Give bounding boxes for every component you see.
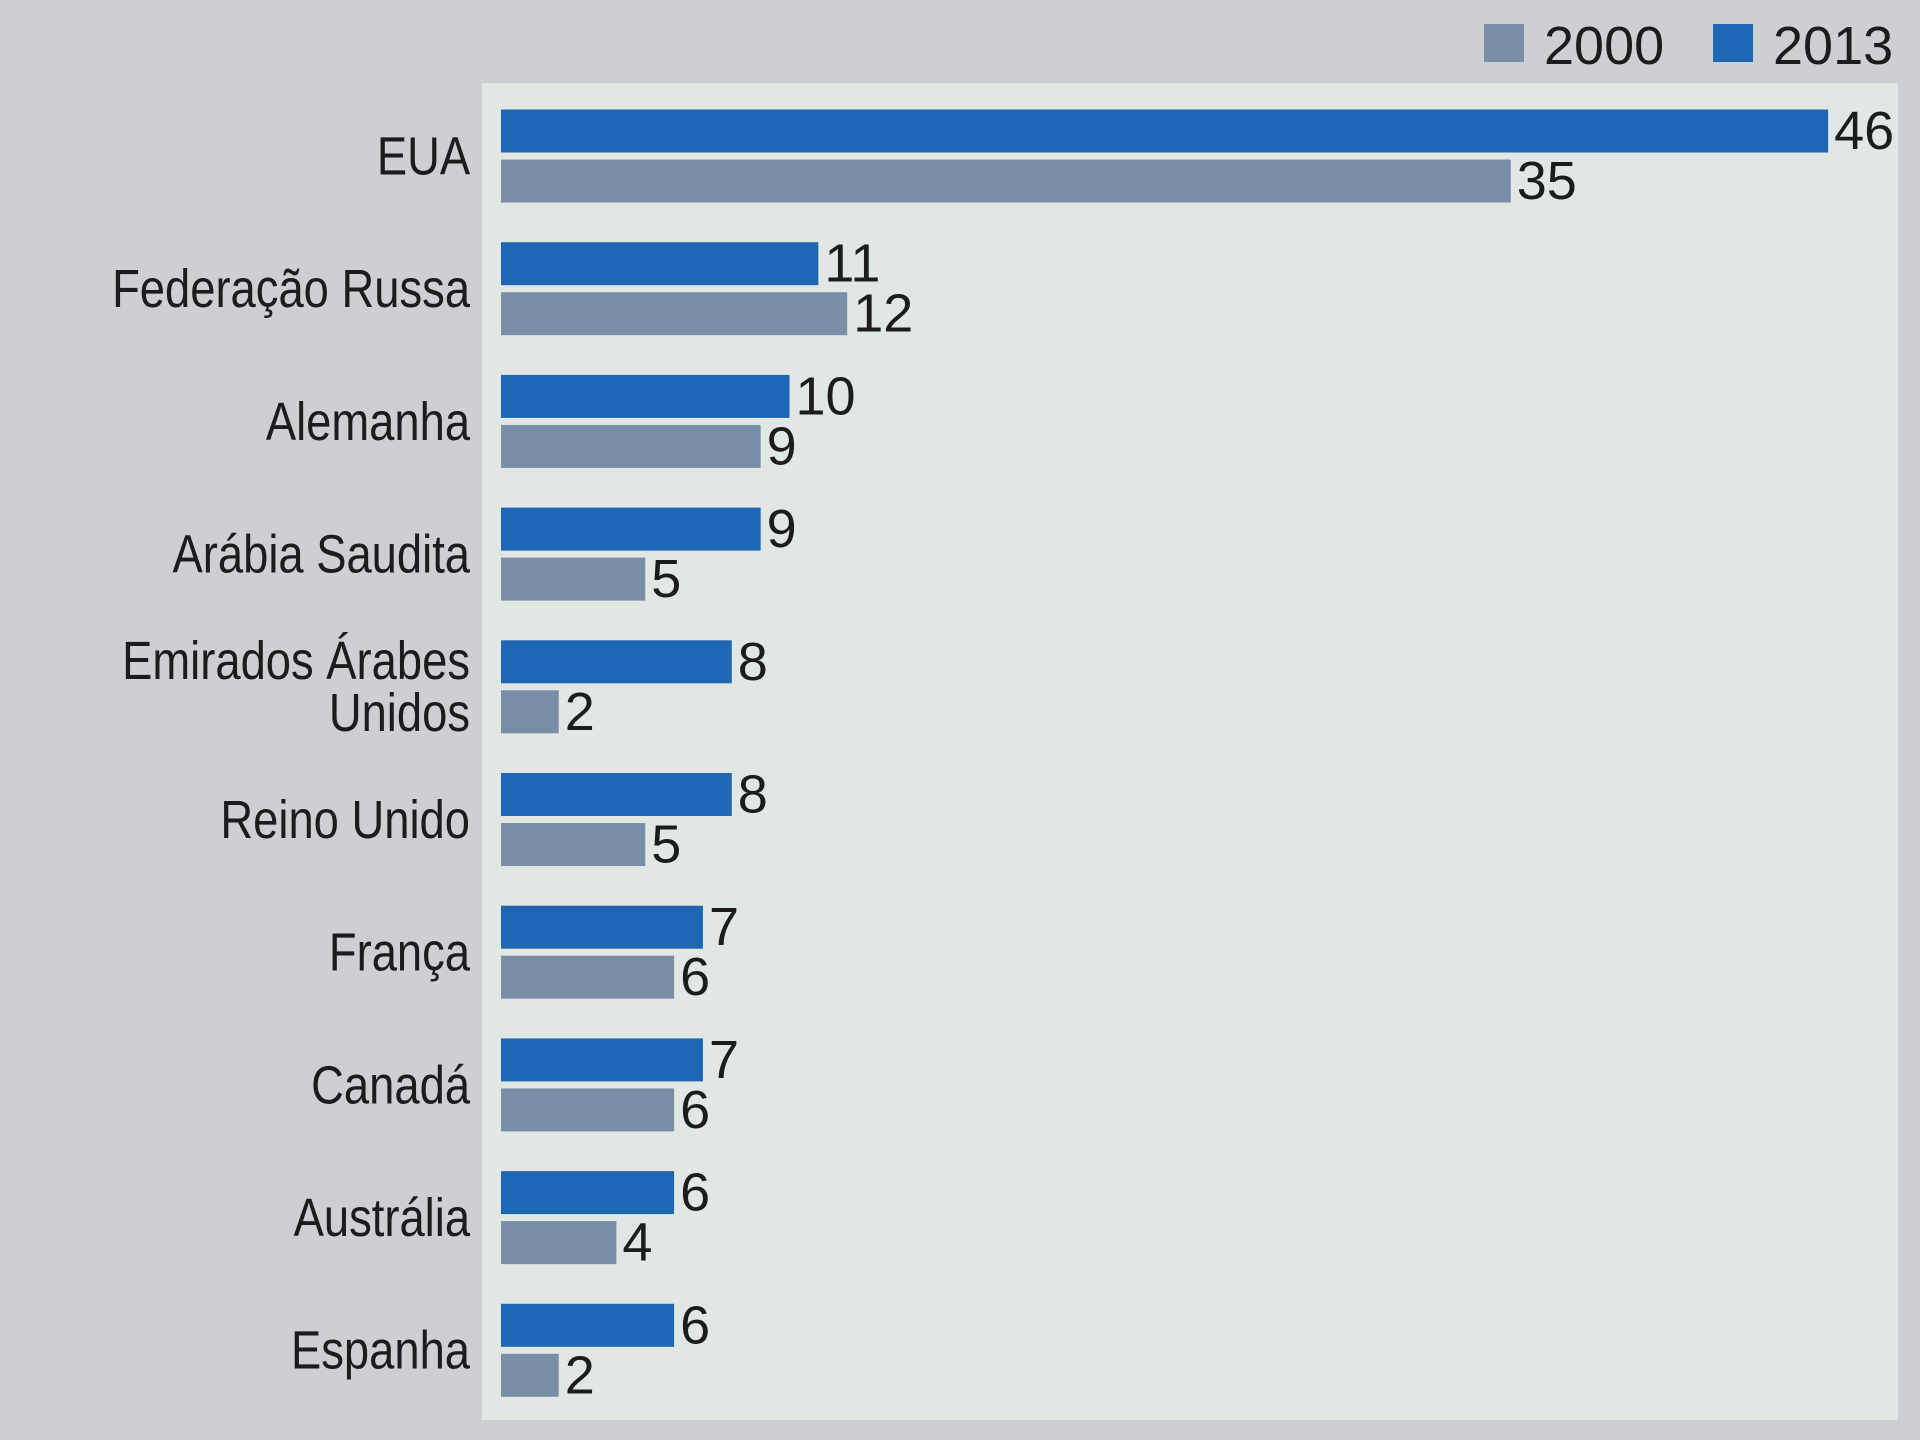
bar-2013-reino-unido <box>501 773 732 816</box>
value-label-2013-franca: 7 <box>709 897 739 957</box>
bar-2013-arabia-saudita <box>501 507 761 551</box>
bar-2013-alemanha <box>501 374 790 418</box>
value-label-2000-emirados-arabes-unidos: 2 <box>565 682 595 742</box>
bar-2013-federacao-russa <box>501 242 819 286</box>
legend-label-2013: 2013 <box>1773 16 1893 76</box>
value-label-2000-australia: 4 <box>622 1213 652 1273</box>
value-label-2013-alemanha: 10 <box>796 366 856 426</box>
category-label-australia: Austrália <box>294 1187 471 1248</box>
legend-label-2000: 2000 <box>1544 16 1664 76</box>
value-label-2000-franca: 6 <box>680 947 710 1007</box>
value-label-2000-espanha: 2 <box>565 1345 595 1405</box>
bar-2000-franca <box>501 955 675 999</box>
bar-2000-emirados-arabes-unidos <box>501 690 559 734</box>
category-label-alemanha: Alemanha <box>266 391 470 452</box>
bar-2000-alemanha <box>501 424 761 468</box>
bar-2000-arabia-saudita <box>501 557 646 601</box>
value-label-2013-canada: 7 <box>709 1030 739 1090</box>
legend-swatch-2013 <box>1713 24 1753 62</box>
bar-2000-eua <box>501 159 1511 203</box>
value-label-2000-reino-unido: 5 <box>651 815 681 875</box>
category-label-canada: Canadá <box>311 1055 470 1116</box>
value-label-2013-eua: 46 <box>1834 101 1894 161</box>
bar-2000-espanha <box>501 1353 559 1397</box>
bar-2013-espanha <box>501 1303 675 1347</box>
category-label-eua: EUA <box>377 126 471 187</box>
value-label-2000-alemanha: 9 <box>767 416 797 476</box>
value-label-2013-emirados-arabes-unidos: 8 <box>738 632 768 692</box>
value-label-2013-arabia-saudita: 9 <box>767 499 797 559</box>
value-label-2000-federacao-russa: 12 <box>853 284 913 344</box>
bar-2013-eua <box>501 109 1829 153</box>
value-label-2013-espanha: 6 <box>680 1295 710 1355</box>
value-label-2000-eua: 35 <box>1517 151 1577 211</box>
bar-2000-canada <box>501 1088 675 1132</box>
value-label-2000-arabia-saudita: 5 <box>651 549 681 609</box>
category-label-franca: França <box>329 922 470 983</box>
category-label-emirados-arabes-unidos-line-1: Emirados Árabes <box>122 630 470 691</box>
bar-2013-franca <box>501 905 703 949</box>
bar-2013-australia <box>501 1171 675 1215</box>
category-label-emirados-arabes-unidos-line-2: Unidos <box>329 682 470 743</box>
category-label-arabia-saudita: Arábia Saudita <box>173 524 471 585</box>
category-label-federacao-russa: Federação Russa <box>112 258 470 319</box>
value-label-2013-federacao-russa: 11 <box>824 234 880 294</box>
bar-2000-reino-unido <box>501 823 646 866</box>
value-label-2000-canada: 6 <box>680 1080 710 1140</box>
legend-swatch-2000 <box>1484 24 1524 62</box>
bar-2000-australia <box>501 1221 617 1265</box>
bar-2013-canada <box>501 1038 703 1082</box>
bar-2013-emirados-arabes-unidos <box>501 640 732 684</box>
category-label-reino-unido: Reino Unido <box>220 789 470 850</box>
value-label-2013-australia: 6 <box>680 1163 710 1223</box>
category-label-espanha: Espanha <box>291 1320 470 1381</box>
value-label-2013-reino-unido: 8 <box>738 765 768 825</box>
bar-2000-federacao-russa <box>501 292 848 336</box>
